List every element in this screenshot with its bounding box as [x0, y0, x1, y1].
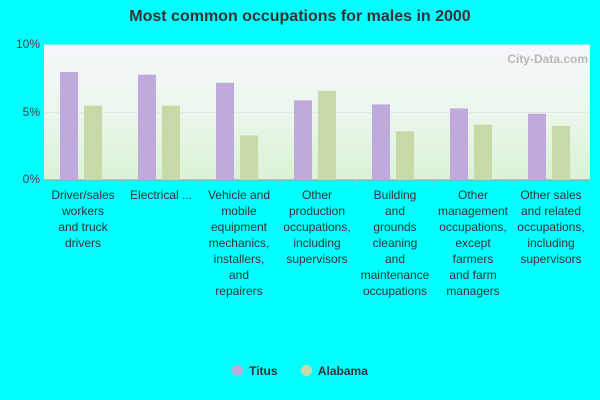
bar-alabama-0 — [84, 105, 102, 180]
x-category-label-line: Driver/sales — [51, 188, 115, 202]
x-category-label-line: occupations, — [439, 220, 507, 234]
x-category-label-line: repairers — [215, 284, 263, 298]
x-category-label: Other sales and related occupations, includ… — [513, 187, 589, 267]
bar-titus-1 — [138, 74, 156, 180]
x-category-label-line: mobile — [221, 204, 257, 218]
x-category-label-line: and related — [520, 204, 582, 218]
x-category-label: Other production occupations, including supe… — [279, 187, 355, 267]
legend-item-titus: Titus — [232, 364, 278, 378]
x-category-label-line: occupations — [362, 284, 428, 298]
x-category-label-line: and — [384, 204, 406, 218]
bar-titus-6 — [528, 113, 546, 180]
x-category-label: Driver/sales workers and truck drivers — [45, 187, 121, 251]
x-category-label-line: maintenance — [360, 268, 430, 282]
bar-alabama-6 — [552, 126, 570, 180]
x-category-label-line: managers — [446, 284, 500, 298]
x-category-label-line: except — [455, 236, 491, 250]
x-category-label-line: Electrical ... — [129, 188, 192, 202]
bar-alabama-2 — [240, 135, 258, 180]
x-category-label-line: drivers — [64, 236, 101, 250]
y-tick-label: 10% — [15, 37, 40, 51]
x-category-label-line: mechanics, — [208, 236, 270, 250]
y-tick-label: 0% — [22, 172, 40, 186]
x-category-label: Other management occupations, except farmers… — [435, 187, 511, 299]
x-category-label: Electrical ... — [123, 187, 199, 203]
bar-titus-4 — [372, 104, 390, 180]
watermark: City-Data.com — [507, 52, 588, 66]
x-category-label-line: supervisors — [286, 252, 348, 266]
x-category-label-line: and truck — [58, 220, 108, 234]
y-tick-label: 5% — [22, 104, 40, 119]
x-category-label-line: cleaning — [372, 236, 418, 250]
bar-titus-0 — [60, 72, 78, 180]
x-category-label-line: including — [293, 236, 341, 250]
x-category-label-line: production — [288, 204, 346, 218]
bar-titus-5 — [450, 108, 468, 180]
legend-swatch-titus — [232, 365, 244, 376]
bar-alabama-3 — [318, 90, 336, 180]
legend-swatch-alabama — [300, 365, 312, 376]
x-category-label-line: Other — [457, 188, 488, 202]
x-category-label-line: and — [228, 268, 250, 282]
x-category-label-line: workers — [61, 204, 104, 218]
x-category-label-line: management — [437, 204, 509, 218]
x-category-label-line: and farm — [449, 268, 497, 282]
x-category-label-line: including — [527, 236, 575, 250]
legend-label-titus: Titus — [249, 364, 278, 378]
bar-alabama-5 — [474, 124, 492, 180]
x-category-label-line: equipment — [210, 220, 268, 234]
bar-titus-2 — [216, 82, 234, 180]
x-category-label-line: farmers — [452, 252, 494, 266]
x-category-label-line: supervisors — [520, 252, 582, 266]
legend: Titus Alabama — [0, 364, 600, 378]
bar-alabama-1 — [162, 105, 180, 180]
x-category-label-line: Other sales — [520, 188, 582, 202]
x-category-label-line: and — [384, 252, 406, 266]
x-category-label-line: occupations, — [517, 220, 585, 234]
x-category-label: Building and grounds cleaning and maintenance… — [357, 187, 433, 299]
bar-alabama-4 — [396, 131, 414, 180]
legend-item-alabama: Alabama — [300, 364, 368, 378]
x-category-label: Vehicle and mobile equipment mechanics, inst… — [201, 187, 277, 299]
x-category-label-line: Building — [373, 188, 417, 202]
chart-title: Most common occupations for males in 200… — [129, 8, 471, 25]
x-category-label-line: Vehicle and — [207, 188, 271, 202]
x-category-label-line: Other — [301, 188, 332, 202]
legend-label-alabama: Alabama — [317, 364, 368, 378]
x-category-label-line: grounds — [373, 220, 417, 234]
x-category-label-line: installers, — [213, 252, 265, 266]
x-category-label-line: occupations, — [283, 220, 351, 234]
bar-titus-3 — [294, 100, 312, 180]
